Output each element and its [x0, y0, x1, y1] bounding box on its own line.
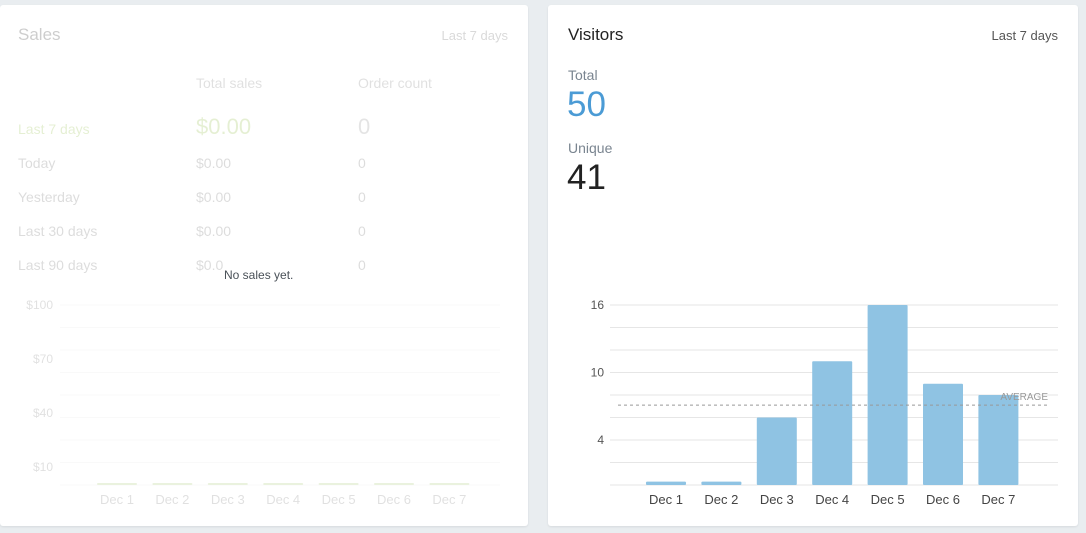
sales-row-total: $0.00	[196, 155, 232, 171]
x-tick-label: Dec 5	[871, 492, 905, 507]
x-tick-label: Dec 3	[760, 492, 794, 507]
x-tick-label: Dec 6	[377, 492, 411, 507]
chart-bar	[152, 483, 193, 485]
sales-title: Sales	[18, 25, 61, 44]
sales-row-count: 0	[358, 189, 366, 205]
x-tick-label: Dec 7	[432, 492, 466, 507]
chart-bar	[923, 383, 963, 485]
visitors-card: Visitors Last 7 days Total 50 Unique 41 …	[548, 5, 1078, 526]
sales-range-selector[interactable]: Last 7 days	[441, 28, 509, 43]
x-tick-label: Dec 2	[155, 492, 189, 507]
x-tick-label: Dec 3	[211, 492, 245, 507]
visitors-title: Visitors	[568, 25, 624, 44]
x-tick-label: Dec 4	[266, 492, 300, 507]
x-tick-label: Dec 5	[322, 492, 356, 507]
chart-bar	[429, 483, 470, 485]
average-label: AVERAGE	[1000, 392, 1048, 403]
sales-row-label: Last 7 days	[18, 121, 90, 137]
unique-visitors-label: Unique	[568, 140, 613, 156]
y-tick-label: 10	[591, 366, 605, 380]
chart-bar	[374, 483, 414, 485]
chart-bar	[867, 305, 908, 485]
unique-visitors-value: 41	[567, 158, 606, 197]
sales-chart: $100 $70 $40 $10 Dec 1 Dec 2 Dec 3 Dec 4 Dec 5 De…	[26, 298, 500, 507]
sales-row-total: $0.00	[196, 114, 252, 139]
sales-row-label: Today	[18, 155, 56, 171]
sales-card: Sales Last 7 days Total sales Order coun…	[0, 5, 528, 526]
chart-bar	[207, 483, 248, 485]
total-visitors-label: Total	[568, 67, 598, 83]
x-tick-label: Dec 6	[926, 492, 960, 507]
sales-row-total: $0.00	[196, 189, 232, 205]
total-visitors-value: 50	[567, 85, 606, 124]
chart-bar	[978, 395, 1019, 485]
sales-row-label: Last 90 days	[18, 257, 98, 273]
y-tick-label: $100	[26, 298, 53, 312]
sales-row-label: Yesterday	[18, 189, 80, 205]
y-tick-label: 4	[597, 433, 604, 447]
sales-row-count: 0	[358, 114, 371, 139]
order-count-header: Order count	[358, 75, 432, 91]
x-tick-label: Dec 4	[815, 492, 849, 507]
visitors-chart: 16 10 4 Dec 1 Dec 2 Dec 3 Dec 4 Dec 5 Dec 6 Dec 7…	[591, 298, 1058, 507]
sales-row-total: $0.00	[196, 223, 232, 239]
chart-bar	[318, 483, 359, 485]
chart-bar	[263, 483, 304, 485]
chart-bar	[97, 483, 137, 485]
y-tick-label: 16	[591, 298, 605, 312]
x-tick-label: Dec 1	[100, 492, 134, 507]
y-tick-label: $70	[33, 352, 53, 366]
sales-row-label: Last 30 days	[18, 223, 98, 239]
chart-bar	[756, 417, 797, 485]
total-sales-header: Total sales	[196, 75, 263, 91]
sales-row-total: $0.0	[196, 257, 224, 273]
x-tick-label: Dec 2	[704, 492, 738, 507]
sales-row-count: 0	[358, 223, 366, 239]
chart-bar	[646, 481, 686, 485]
sales-row-count: 0	[358, 155, 366, 171]
y-tick-label: $10	[33, 460, 53, 474]
chart-bar	[812, 361, 853, 485]
x-tick-label: Dec 1	[649, 492, 683, 507]
y-tick-label: $40	[33, 406, 53, 420]
sales-row-count: 0	[358, 257, 366, 273]
chart-bar	[701, 481, 742, 485]
visitors-range-selector[interactable]: Last 7 days	[991, 28, 1059, 43]
no-sales-message: No sales yet.	[224, 268, 294, 282]
x-tick-label: Dec 7	[981, 492, 1015, 507]
